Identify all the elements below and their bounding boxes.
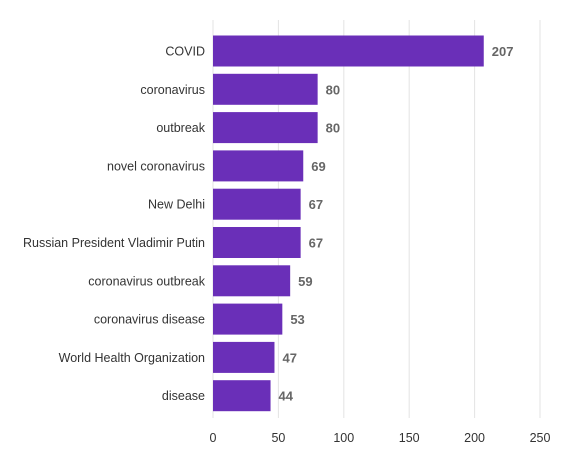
category-labels: COVID coronavirus outbreak novel coronaviru… xyxy=(23,45,206,404)
category-label: novel coronavirus xyxy=(107,159,205,173)
bars xyxy=(213,35,484,412)
bar[interactable] xyxy=(213,303,283,335)
bar[interactable] xyxy=(213,35,484,67)
data-label: 59 xyxy=(298,274,312,289)
data-label: 69 xyxy=(311,159,325,174)
bar[interactable] xyxy=(213,341,275,373)
bar[interactable] xyxy=(213,265,291,297)
x-tick-label: 250 xyxy=(530,431,551,445)
bar[interactable] xyxy=(213,150,304,182)
category-label: COVID xyxy=(165,45,205,59)
x-tick-label: 100 xyxy=(333,431,354,445)
category-label: New Delhi xyxy=(148,198,205,212)
category-label: coronavirus disease xyxy=(94,313,205,327)
data-labels: 207 80 80 69 67 67 59 53 47 44 xyxy=(279,44,514,404)
category-label: outbreak xyxy=(156,121,205,135)
category-label: coronavirus xyxy=(140,83,205,97)
data-label: 44 xyxy=(279,389,294,404)
x-axis-ticks: 0 50 100 150 200 250 xyxy=(210,431,551,445)
category-label: Russian President Vladimir Putin xyxy=(23,236,205,250)
data-label: 47 xyxy=(282,350,296,365)
x-tick-label: 50 xyxy=(271,431,285,445)
category-label: World Health Organization xyxy=(59,351,205,365)
data-label: 53 xyxy=(290,312,304,327)
bar[interactable] xyxy=(213,380,271,412)
data-label: 207 xyxy=(492,44,514,59)
category-label: disease xyxy=(162,389,205,403)
data-label: 80 xyxy=(326,121,340,136)
data-label: 80 xyxy=(326,82,340,97)
x-tick-label: 0 xyxy=(210,431,217,445)
bar[interactable] xyxy=(213,188,301,220)
bar[interactable] xyxy=(213,73,318,105)
data-label: 67 xyxy=(309,236,323,251)
x-tick-label: 150 xyxy=(399,431,420,445)
bar[interactable] xyxy=(213,112,318,144)
bar[interactable] xyxy=(213,227,301,258)
data-label: 67 xyxy=(309,197,323,212)
category-label: coronavirus outbreak xyxy=(88,274,205,288)
x-tick-label: 200 xyxy=(464,431,485,445)
